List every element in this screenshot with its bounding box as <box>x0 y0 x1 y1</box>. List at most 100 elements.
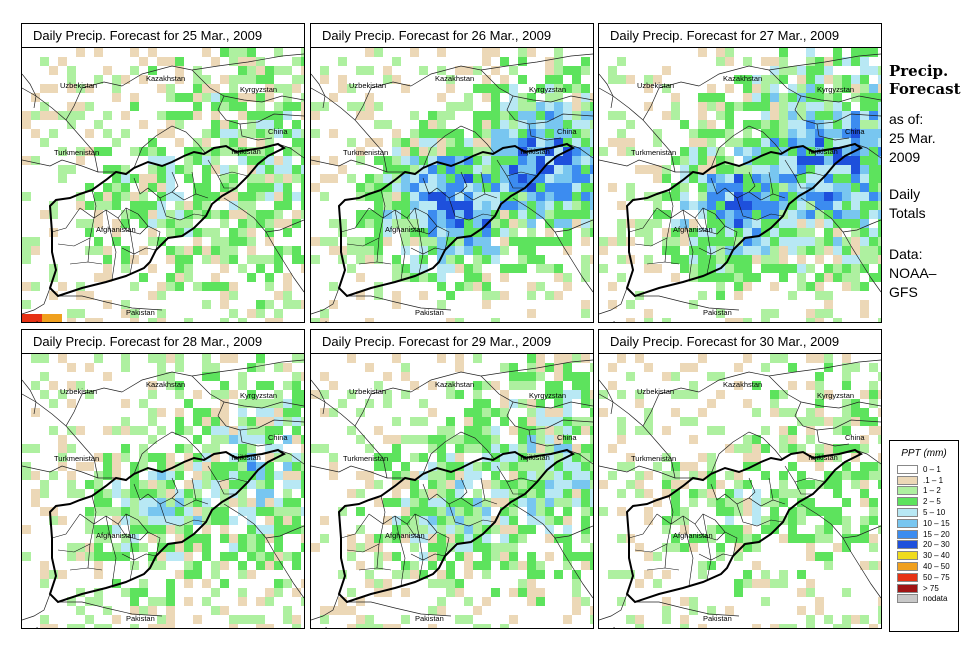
precip-cell <box>833 219 842 228</box>
precip-cell <box>320 318 329 322</box>
precip-cell <box>446 489 455 498</box>
precip-cell <box>265 273 274 282</box>
precip-cell <box>202 426 211 435</box>
precip-cell <box>824 291 833 300</box>
province-border <box>748 477 756 499</box>
precip-cell <box>878 228 881 237</box>
precip-cell <box>94 498 103 507</box>
precip-cell <box>473 174 482 183</box>
precip-cell <box>229 48 238 57</box>
precip-cell <box>770 507 779 516</box>
precip-grid <box>599 48 881 322</box>
precip-cell <box>707 93 716 102</box>
country-label: Tajikistan <box>230 147 261 156</box>
precip-cell <box>788 381 797 390</box>
precip-cell <box>292 219 301 228</box>
precip-cell <box>833 84 842 93</box>
precip-cell <box>392 435 401 444</box>
precip-cell <box>833 264 842 273</box>
precip-cell <box>265 255 274 264</box>
precip-cell <box>49 84 58 93</box>
precip-cell <box>878 273 881 282</box>
precip-cell <box>509 525 518 534</box>
precip-cell <box>130 462 139 471</box>
precip-cell <box>536 417 545 426</box>
precip-cell <box>545 93 554 102</box>
precip-cell <box>175 525 184 534</box>
precip-cell <box>554 156 563 165</box>
precip-cell <box>869 237 878 246</box>
precip-cell <box>545 201 554 210</box>
precip-cell <box>419 237 428 246</box>
precip-cell <box>842 534 851 543</box>
precip-cell <box>455 165 464 174</box>
precip-cell <box>698 147 707 156</box>
precip-cell <box>274 255 283 264</box>
precip-cell <box>383 534 392 543</box>
precip-cell <box>833 138 842 147</box>
precip-cell <box>247 255 256 264</box>
precip-cell <box>401 462 410 471</box>
precip-cell <box>121 192 130 201</box>
precip-cell <box>247 111 256 120</box>
precip-cell <box>211 570 220 579</box>
precip-cell <box>743 453 752 462</box>
precip-cell <box>770 84 779 93</box>
precip-cell <box>428 138 437 147</box>
precip-cell <box>842 588 851 597</box>
precip-cell <box>329 408 338 417</box>
precip-cell <box>824 453 833 462</box>
province-border <box>426 213 450 251</box>
precip-cell <box>752 453 761 462</box>
precip-cell <box>31 129 40 138</box>
precip-cell <box>76 111 85 120</box>
precip-cell <box>202 174 211 183</box>
precip-cell <box>536 264 545 273</box>
precip-cell <box>148 624 157 628</box>
province-border <box>406 217 438 235</box>
precip-cell <box>437 174 446 183</box>
province-border <box>79 207 139 219</box>
precip-cell <box>518 417 527 426</box>
precip-cell <box>419 255 428 264</box>
precip-cell <box>121 309 130 318</box>
precip-cell <box>193 462 202 471</box>
precip-cell <box>743 129 752 138</box>
precip-cell <box>175 417 184 426</box>
precip-cell <box>356 273 365 282</box>
precip-cell <box>220 147 229 156</box>
precip-cell <box>401 471 410 480</box>
precip-cell <box>329 381 338 390</box>
precip-cell <box>428 561 437 570</box>
precip-cell <box>446 561 455 570</box>
country-label: Kazakhstan <box>435 380 474 389</box>
precip-cell <box>274 444 283 453</box>
precip-cell <box>464 201 473 210</box>
precip-cell <box>527 165 536 174</box>
precip-cell <box>581 471 590 480</box>
precip-cell <box>509 453 518 462</box>
country-border <box>480 69 593 103</box>
precip-cell <box>581 156 590 165</box>
precip-cell <box>509 228 518 237</box>
precip-cell <box>130 507 139 516</box>
precip-cell <box>842 417 851 426</box>
precip-cell <box>842 246 851 255</box>
precip-cell <box>482 111 491 120</box>
precip-cell <box>292 624 301 628</box>
precip-cell <box>292 615 301 624</box>
precip-cell <box>482 120 491 129</box>
precip-cell <box>283 552 292 561</box>
precip-cell <box>220 399 229 408</box>
country-border <box>710 431 784 475</box>
precip-cell <box>590 147 593 156</box>
precip-cell <box>301 183 304 192</box>
precip-cell <box>527 309 536 318</box>
precip-cell <box>509 102 518 111</box>
precip-cell <box>365 615 374 624</box>
precip-cell <box>473 165 482 174</box>
precip-cell <box>464 534 473 543</box>
precip-cell <box>139 201 148 210</box>
precip-cell <box>590 480 593 489</box>
precip-cell <box>139 399 148 408</box>
